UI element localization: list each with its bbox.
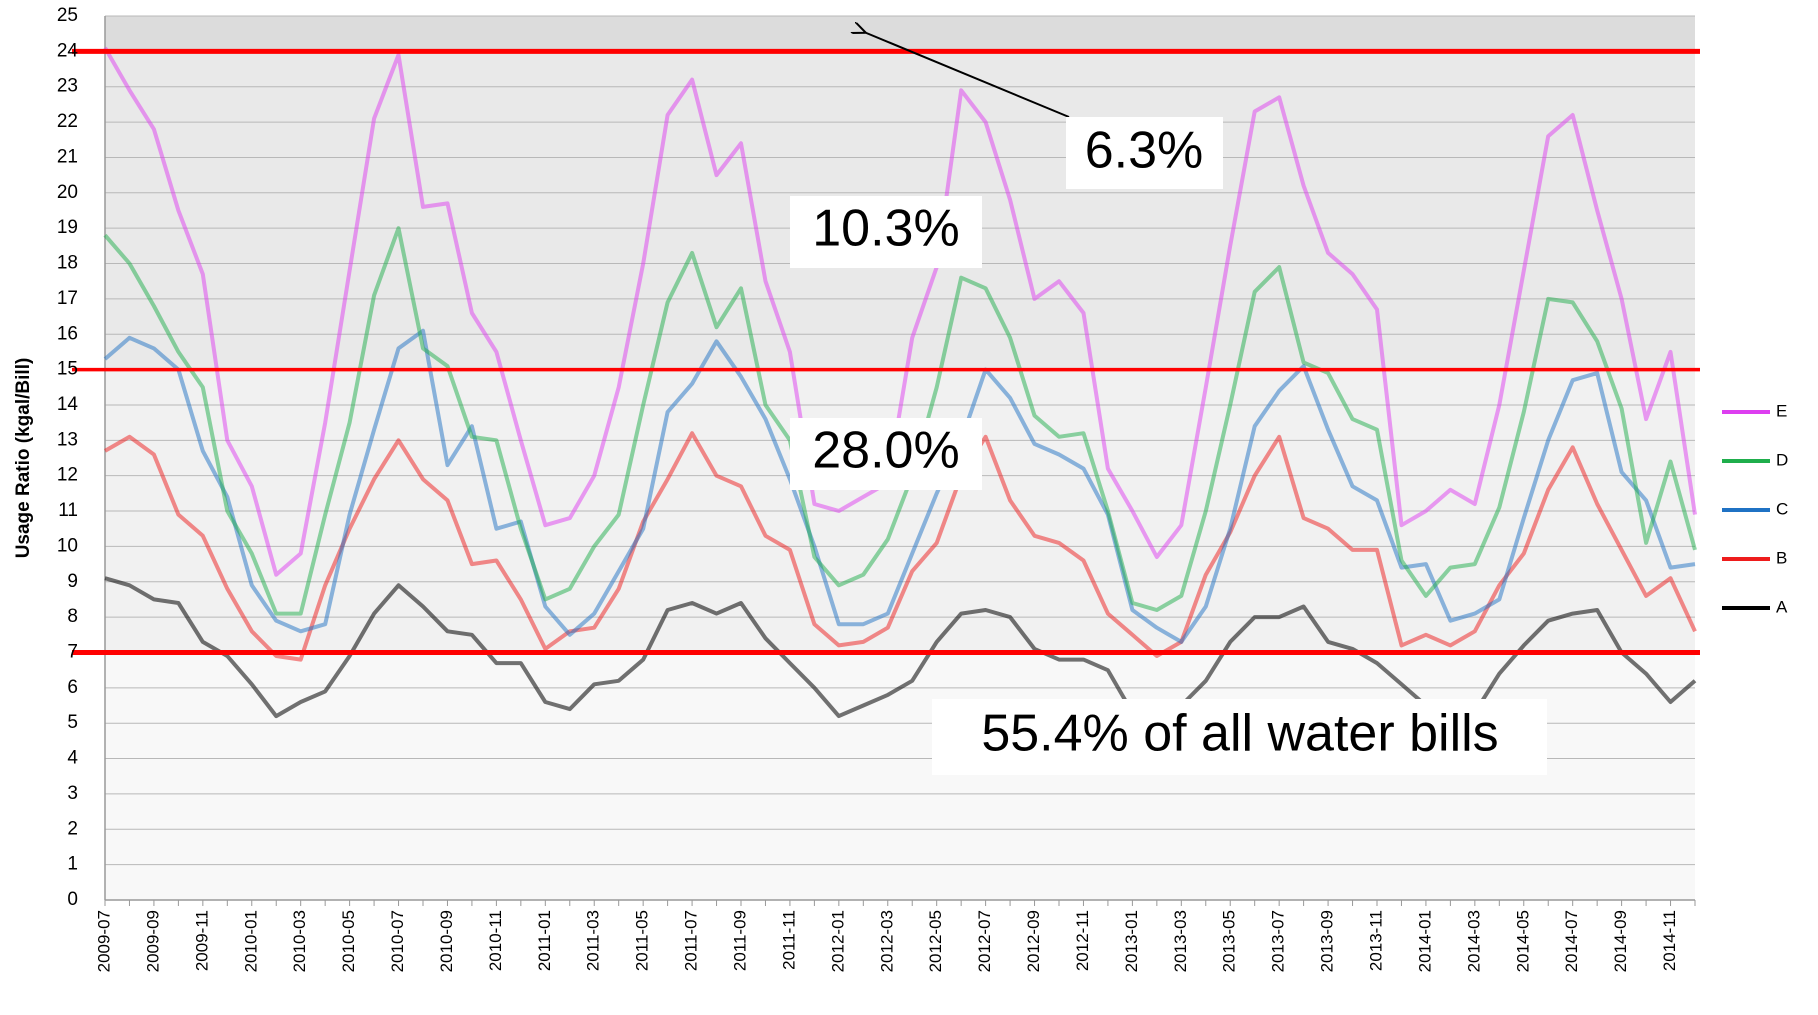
x-tick-label: 2010-03 xyxy=(290,910,309,972)
y-tick-label: 11 xyxy=(58,500,78,521)
y-tick-label: 16 xyxy=(57,323,78,344)
x-tick-label: 2013-11 xyxy=(1366,910,1385,971)
x-tick-label: 2013-05 xyxy=(1220,910,1239,972)
annotation-box xyxy=(932,699,1547,775)
series-line xyxy=(103,328,1696,644)
band xyxy=(105,652,1695,900)
y-tick-label: 7 xyxy=(67,641,78,662)
x-tick-label: 2010-11 xyxy=(486,910,505,971)
y-tick-label: 17 xyxy=(57,288,78,309)
legend-label: C xyxy=(1776,499,1788,518)
annotation-box xyxy=(1066,117,1223,189)
y-tick-label: 6 xyxy=(67,677,78,698)
annotation: 10.3% xyxy=(812,200,959,258)
arrow xyxy=(864,32,1070,118)
x-tick-label: 2010-07 xyxy=(388,910,407,972)
x-tick-label: 2014-07 xyxy=(1562,910,1581,972)
y-tick-label: 19 xyxy=(57,217,78,238)
x-tick-label: 2012-05 xyxy=(926,910,945,972)
legend-label: B xyxy=(1776,548,1787,567)
x-tick-label: 2011-07 xyxy=(682,910,701,971)
annotation: 55.4% of all water bills xyxy=(981,705,1498,763)
annotation: 6.3% xyxy=(1085,122,1204,180)
legend-label: E xyxy=(1776,401,1787,420)
y-tick-label: 14 xyxy=(57,394,79,415)
x-tick-label: 2013-09 xyxy=(1318,910,1337,972)
y-tick-label: 5 xyxy=(67,712,78,733)
y-tick-label: 21 xyxy=(57,146,78,167)
x-tick-label: 2011-01 xyxy=(535,910,554,971)
x-tick-label: 2012-11 xyxy=(1073,910,1092,971)
band xyxy=(105,16,1695,52)
y-tick-label: 13 xyxy=(57,429,78,450)
annotation: 28.0% xyxy=(812,422,959,480)
y-tick-label: 23 xyxy=(57,76,78,97)
y-tick-label: 20 xyxy=(57,182,78,203)
annotation-box xyxy=(790,418,982,490)
y-tick-label: 18 xyxy=(57,253,78,274)
legend-label: A xyxy=(1776,597,1788,616)
y-tick-label: 10 xyxy=(57,535,78,556)
x-tick-label: 2013-01 xyxy=(1122,910,1141,972)
series-line xyxy=(104,431,1697,662)
x-tick-label: 2014-09 xyxy=(1611,910,1630,972)
y-tick-label: 22 xyxy=(57,111,78,132)
x-tick-label: 2013-03 xyxy=(1171,910,1190,972)
x-tick-label: 2014-05 xyxy=(1513,910,1532,972)
y-tick-label: 24 xyxy=(57,40,79,61)
legend-label: D xyxy=(1776,450,1788,469)
x-tick-label: 2009-09 xyxy=(143,910,162,972)
x-tick-label: 2012-03 xyxy=(877,910,896,972)
y-tick-label: 8 xyxy=(67,606,78,627)
series-line xyxy=(103,46,1697,577)
x-tick-label: 2010-09 xyxy=(437,910,456,972)
x-tick-label: 2012-01 xyxy=(828,910,847,972)
x-tick-label: 2011-09 xyxy=(730,910,749,971)
x-tick-label: 2012-09 xyxy=(1024,910,1043,972)
x-tick-label: 2010-01 xyxy=(241,910,260,972)
x-tick-label: 2014-11 xyxy=(1660,910,1679,971)
x-tick-label: 2009-07 xyxy=(94,910,113,972)
x-tick-label: 2011-05 xyxy=(633,910,652,971)
x-tick-label: 2014-01 xyxy=(1415,910,1434,972)
y-tick-label: 3 xyxy=(67,783,78,804)
y-tick-label: 15 xyxy=(57,359,78,380)
x-tick-label: 2010-05 xyxy=(339,910,358,972)
y-tick-label: 4 xyxy=(67,748,78,769)
y-tick-label: 12 xyxy=(57,465,78,486)
y-tick-label: 9 xyxy=(67,571,78,592)
y-tick-label: 25 xyxy=(57,5,78,26)
x-tick-label: 2014-03 xyxy=(1464,910,1483,972)
y-tick-label: 1 xyxy=(67,854,78,875)
x-tick-label: 2012-07 xyxy=(975,910,994,972)
x-tick-label: 2013-07 xyxy=(1269,910,1288,972)
annotation-box xyxy=(790,196,982,268)
x-tick-label: 2009-11 xyxy=(192,910,211,971)
y-axis-title: Usage Ratio (kgal/Bill) xyxy=(13,358,34,559)
x-tick-label: 2011-11 xyxy=(779,910,798,970)
y-tick-label: 2 xyxy=(67,818,78,839)
y-tick-label: 0 xyxy=(67,889,78,910)
series-line xyxy=(103,226,1697,616)
x-tick-label: 2011-03 xyxy=(584,910,603,971)
